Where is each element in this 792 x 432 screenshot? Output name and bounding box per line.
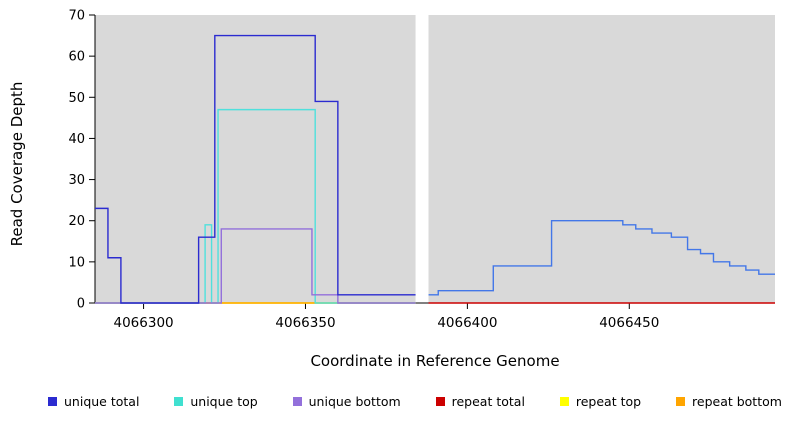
x-axis-label: Coordinate in Reference Genome: [310, 352, 560, 370]
legend-item-unique-total: unique total: [48, 394, 139, 409]
plot-background: [95, 15, 775, 303]
x-tick-label: 4066350: [275, 315, 335, 331]
legend-swatch-repeat-total: [435, 397, 445, 406]
no-data-gap: [415, 15, 429, 303]
legend-swatch-repeat-bottom: [676, 397, 686, 406]
y-tick-label: 70: [68, 9, 85, 24]
legend-item-repeat-bottom: repeat bottom: [676, 394, 782, 409]
legend-swatch-unique-top: [174, 397, 184, 406]
legend-label-repeat-bottom: repeat bottom: [692, 394, 782, 409]
y-tick-label: 20: [68, 214, 85, 229]
legend-item-unique-bottom: unique bottom: [292, 394, 401, 409]
legend-label-repeat-top: repeat top: [575, 394, 642, 409]
legend-swatch-unique-total: [48, 397, 57, 406]
legend-label-repeat-total: repeat total: [451, 394, 525, 409]
x-tick-label: 4066450: [599, 315, 659, 331]
y-axis-label: Read Coverage Depth: [8, 81, 26, 247]
legend-swatch-repeat-top: [559, 397, 569, 406]
legend-label-unique-total: unique total: [64, 394, 140, 409]
series-unique-bottom: [95, 228, 416, 304]
x-tick-label: 4066400: [437, 315, 497, 331]
y-tick-label: 10: [68, 255, 85, 270]
y-tick-label: 30: [68, 173, 85, 188]
y-tick-label: 40: [68, 132, 85, 147]
legend-swatch-unique-bottom: [292, 397, 302, 406]
legend-label-unique-bottom: unique bottom: [308, 394, 401, 409]
legend-item-repeat-top: repeat top: [559, 394, 642, 409]
legend-label-unique-top: unique top: [190, 394, 258, 409]
legend-item-repeat-total: repeat total: [435, 394, 525, 409]
y-tick-label: 60: [68, 50, 85, 65]
coverage-plot: 0 10 20 30 40 50 60 70 4066300 4066350 4066400 4066…: [68, 9, 775, 331]
chart-legend: unique total unique top unique bottom re…: [48, 394, 782, 409]
legend-item-unique-top: unique top: [174, 394, 258, 409]
series-unique-total-right: [428, 220, 775, 296]
series-unique-total: [95, 34, 416, 304]
x-tick-label: 4066300: [114, 315, 174, 331]
y-tick-label: 0: [77, 297, 85, 312]
y-tick-label: 50: [68, 91, 85, 106]
